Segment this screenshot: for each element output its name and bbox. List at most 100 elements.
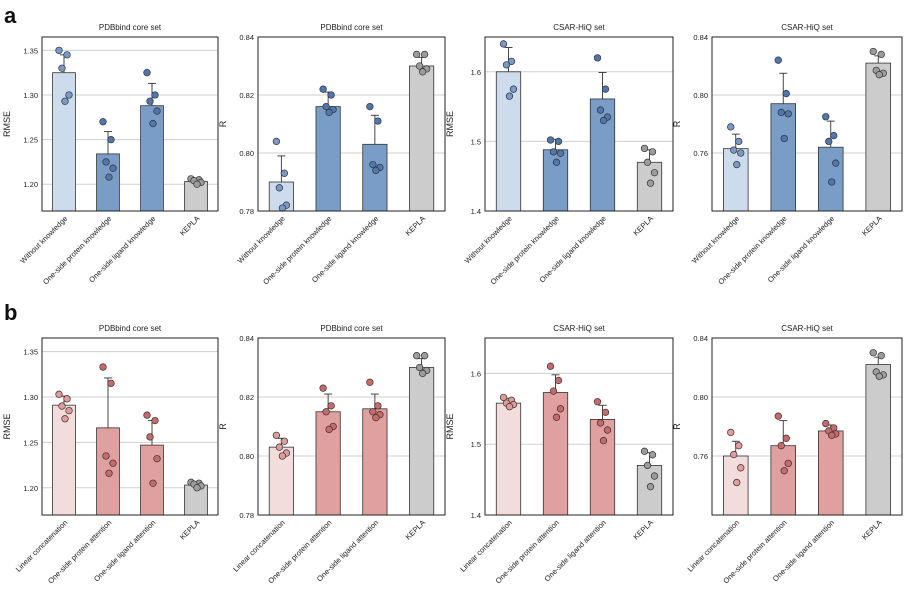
plot-frame bbox=[41, 337, 219, 516]
y-tick-label: 1.35 bbox=[23, 46, 38, 55]
data-point bbox=[828, 178, 836, 186]
y-tick-label: 0.84 bbox=[239, 33, 254, 42]
data-point bbox=[499, 393, 508, 402]
chart-b-4: PDBbind core set1.201.251.301.35RMSELine… bbox=[2, 324, 219, 585]
y-axis-label: RMSE bbox=[445, 413, 455, 439]
data-point bbox=[55, 46, 63, 55]
y-tick-label: 0.78 bbox=[239, 511, 254, 520]
data-point bbox=[153, 455, 161, 463]
chart-title: PDBbind core set bbox=[99, 324, 162, 333]
data-point bbox=[869, 47, 877, 56]
bar bbox=[589, 419, 616, 516]
data-point bbox=[777, 442, 785, 450]
data-point bbox=[105, 469, 113, 477]
data-point bbox=[369, 160, 377, 169]
data-point bbox=[727, 428, 735, 437]
data-point bbox=[153, 107, 161, 115]
data-point bbox=[780, 134, 788, 143]
y-tick-label: 1.20 bbox=[23, 484, 38, 493]
plot-frame bbox=[711, 36, 903, 212]
bar bbox=[865, 364, 892, 516]
x-tick-label: Linear concatenation bbox=[231, 518, 287, 574]
data-point bbox=[643, 461, 652, 470]
y-tick-label: 1.4 bbox=[471, 207, 481, 216]
y-axis-label: R bbox=[672, 423, 682, 430]
y-axis-label: RMSE bbox=[2, 413, 12, 439]
data-point bbox=[549, 387, 558, 395]
x-tick-label: KEPLA bbox=[178, 214, 201, 237]
y-tick-label: 1.35 bbox=[23, 348, 38, 357]
data-point bbox=[278, 204, 287, 212]
x-tick-label: KEPLA bbox=[631, 518, 654, 541]
data-point bbox=[327, 91, 335, 99]
data-point bbox=[554, 376, 563, 385]
x-tick-label: KEPLA bbox=[631, 214, 654, 237]
data-point bbox=[869, 349, 877, 357]
bar bbox=[723, 148, 749, 212]
y-tick-label: 0.82 bbox=[239, 91, 254, 100]
y-tick-label: 1.4 bbox=[471, 511, 481, 520]
data-point bbox=[822, 113, 830, 121]
data-point bbox=[648, 451, 657, 459]
bar bbox=[818, 430, 844, 516]
x-tick-label: Linear concatenation bbox=[686, 518, 742, 574]
data-point bbox=[640, 144, 649, 153]
data-point bbox=[105, 173, 113, 181]
data-point bbox=[825, 137, 833, 146]
y-tick-label: 1.25 bbox=[23, 438, 38, 447]
data-point bbox=[325, 108, 333, 117]
data-point bbox=[63, 51, 71, 59]
data-point bbox=[275, 184, 284, 192]
data-point bbox=[877, 352, 885, 360]
y-axis-label: RMSE bbox=[445, 111, 455, 137]
x-tick-label: Linear concatenation bbox=[458, 518, 514, 574]
data-point bbox=[640, 447, 649, 455]
y-axis-label: R bbox=[218, 120, 228, 127]
x-tick-label: KEPLA bbox=[860, 518, 883, 541]
bar bbox=[589, 98, 616, 212]
data-point bbox=[278, 452, 287, 460]
data-point bbox=[99, 363, 107, 371]
y-tick-label: 1.20 bbox=[23, 180, 38, 189]
data-point bbox=[143, 411, 151, 419]
data-point bbox=[146, 433, 154, 441]
data-point bbox=[554, 137, 563, 146]
data-point bbox=[420, 352, 429, 360]
data-point bbox=[102, 158, 110, 166]
data-point bbox=[366, 102, 374, 111]
x-tick-label: KEPLA bbox=[178, 518, 201, 541]
data-point bbox=[420, 50, 429, 59]
y-tick-label: 1.5 bbox=[471, 137, 481, 146]
data-point bbox=[730, 146, 738, 154]
panel-label-a: a bbox=[4, 3, 17, 28]
data-point bbox=[146, 97, 154, 105]
bar bbox=[542, 392, 569, 516]
bar bbox=[362, 143, 388, 212]
chart-b-6: CSAR-HiQ set 1.4 1.5 1.6 RMSE Linear concaten… bbox=[445, 324, 674, 585]
data-point bbox=[737, 149, 745, 157]
data-point bbox=[877, 50, 885, 59]
data-point bbox=[593, 398, 602, 406]
x-tick-label: KEPLA bbox=[860, 214, 883, 237]
data-point bbox=[601, 85, 610, 93]
y-tick-label: 1.30 bbox=[23, 393, 38, 402]
y-tick-label: 1.6 bbox=[471, 68, 481, 77]
y-tick-label: 0.80 bbox=[693, 393, 708, 402]
data-point bbox=[599, 437, 608, 445]
data-point bbox=[107, 135, 115, 144]
data-point bbox=[149, 119, 157, 128]
chart-title: CSAR-HiQ set bbox=[781, 23, 833, 32]
data-point bbox=[193, 484, 201, 492]
x-tick-label: KEPLA bbox=[404, 214, 427, 237]
bar bbox=[362, 408, 388, 516]
data-point bbox=[63, 395, 71, 403]
data-point bbox=[735, 137, 743, 146]
data-point bbox=[643, 158, 652, 166]
data-point bbox=[646, 179, 655, 187]
data-point bbox=[151, 91, 159, 99]
data-point bbox=[650, 169, 659, 177]
data-point bbox=[418, 369, 427, 378]
chart-a-0: PDBbind core set 1.20 1.25 1.30 1.35 RMSE With… bbox=[2, 23, 219, 286]
plot-frame bbox=[257, 36, 446, 212]
data-point bbox=[782, 89, 790, 98]
